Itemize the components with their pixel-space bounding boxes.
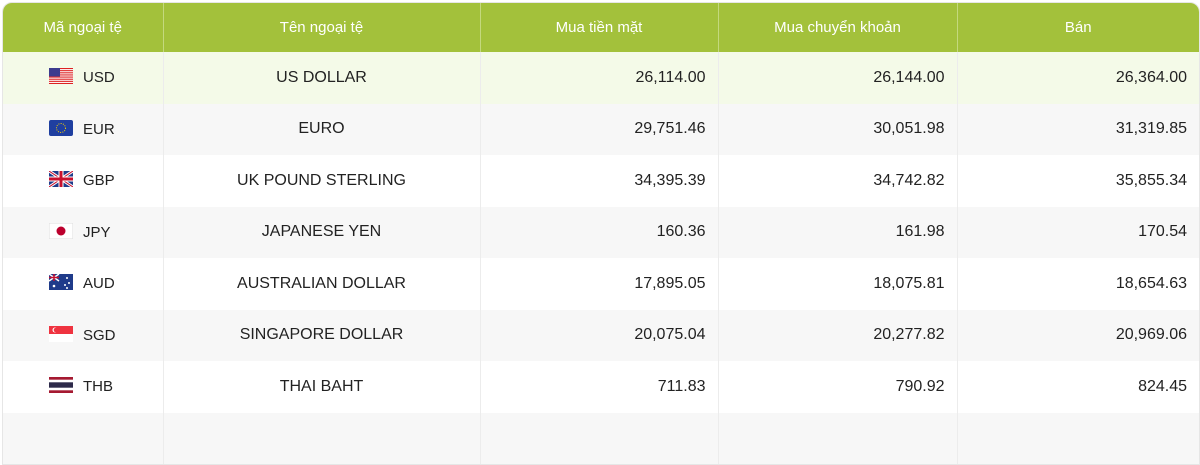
australia-flag-icon [48, 273, 73, 291]
table-row: EUR EURO 29,751.46 30,051.98 31,319.85 [3, 103, 1199, 155]
currency-name: SINGAPORE DOLLAR [163, 309, 481, 361]
cash-buy-rate: 17,895.05 [480, 258, 719, 310]
sell-rate: 31,319.85 [957, 103, 1199, 155]
currency-code-cell: EUR [3, 103, 164, 155]
sell-rate: 20,969.06 [957, 309, 1199, 361]
transfer-buy-rate: 34,742.82 [718, 155, 958, 207]
table-row [3, 412, 1199, 464]
table-row: GBP UK POUND STERLING 34,395.39 34,742.8… [3, 155, 1199, 207]
transfer-buy-rate: 30,051.98 [718, 103, 958, 155]
currency-code-cell: JPY [3, 206, 164, 258]
transfer-buy-rate: 26,144.00 [718, 52, 958, 104]
table-row: USD US DOLLAR 26,114.00 26,144.00 26,364… [3, 52, 1199, 104]
cash-buy-rate: 711.83 [480, 361, 719, 413]
currency-name: EURO [163, 103, 481, 155]
currency-code: THB [83, 378, 113, 396]
currency-code-cell: GBP [3, 155, 164, 207]
currency-code-cell: AUD [3, 258, 164, 310]
table-row: AUD AUSTRALIAN DOLLAR 17,895.05 18,075.8… [3, 258, 1199, 310]
cash-buy-rate: 29,751.46 [480, 103, 719, 155]
sell-rate: 18,654.63 [1115, 274, 1187, 292]
currency-code-cell: SGD [3, 309, 164, 361]
eu-flag-icon [49, 119, 73, 136]
sell-rate: 824.45 [1138, 377, 1187, 395]
header-transfer-buy: Mua chuyển khoản [718, 3, 958, 52]
cash-buy-rate: 26,114.00 [480, 52, 719, 104]
transfer-buy-rate: 18,075.81 [718, 258, 958, 310]
transfer-buy-rate: 790.92 [718, 361, 958, 413]
currency-code: EUR [83, 120, 115, 138]
table-row: JPY JAPANESE YEN 160.36 161.98 170.54 [3, 206, 1199, 258]
currency-name: THAI BAHT [163, 361, 481, 413]
header-code: Mã ngoại tệ [3, 3, 164, 52]
currency-name: UK POUND STERLING [163, 155, 481, 207]
cash-buy-rate: 34,395.39 [480, 155, 719, 207]
header-cash-buy: Mua tiền mặt [480, 3, 719, 52]
currency-code-cell: USD [3, 52, 164, 104]
currency-code: USD [83, 69, 115, 87]
table-row: THB THAI BAHT 711.83 790.92 824.45 [3, 361, 1199, 413]
sell-rate: 170.54 [957, 206, 1199, 258]
uk-flag-icon [48, 170, 74, 189]
sell-rate: 26,364.00 [957, 52, 1199, 104]
cash-buy-rate: 160.36 [480, 206, 719, 258]
exchange-rate-table: Mã ngoại tệ Tên ngoại tệ Mua tiền mặt Mu… [3, 3, 1199, 464]
singapore-flag-icon [49, 325, 73, 342]
transfer-buy-rate: 20,277.82 [718, 309, 958, 361]
currency-name: JAPANESE YEN [163, 206, 481, 258]
table-row: SGD SINGAPORE DOLLAR 20,075.04 20,277.82… [3, 309, 1199, 361]
currency-code: SGD [83, 326, 116, 344]
us-flag-icon [49, 68, 73, 85]
currency-code: GBP [83, 172, 115, 190]
currency-name: AUSTRALIAN DOLLAR [163, 258, 481, 310]
currency-code-cell: THB [3, 361, 164, 413]
currency-name: US DOLLAR [163, 52, 481, 104]
header-name: Tên ngoại tệ [163, 3, 481, 52]
header-sell: Bán [957, 3, 1199, 52]
currency-code: JPY [83, 223, 111, 241]
japan-flag-icon [48, 222, 74, 240]
thailand-flag-icon [49, 377, 73, 394]
table-header: Mã ngoại tệ Tên ngoại tệ Mua tiền mặt Mu… [3, 3, 1199, 52]
cash-buy-rate: 20,075.04 [480, 309, 719, 361]
currency-code: AUD [83, 275, 115, 293]
transfer-buy-rate: 161.98 [718, 206, 958, 258]
sell-rate: 35,855.34 [1115, 171, 1187, 189]
